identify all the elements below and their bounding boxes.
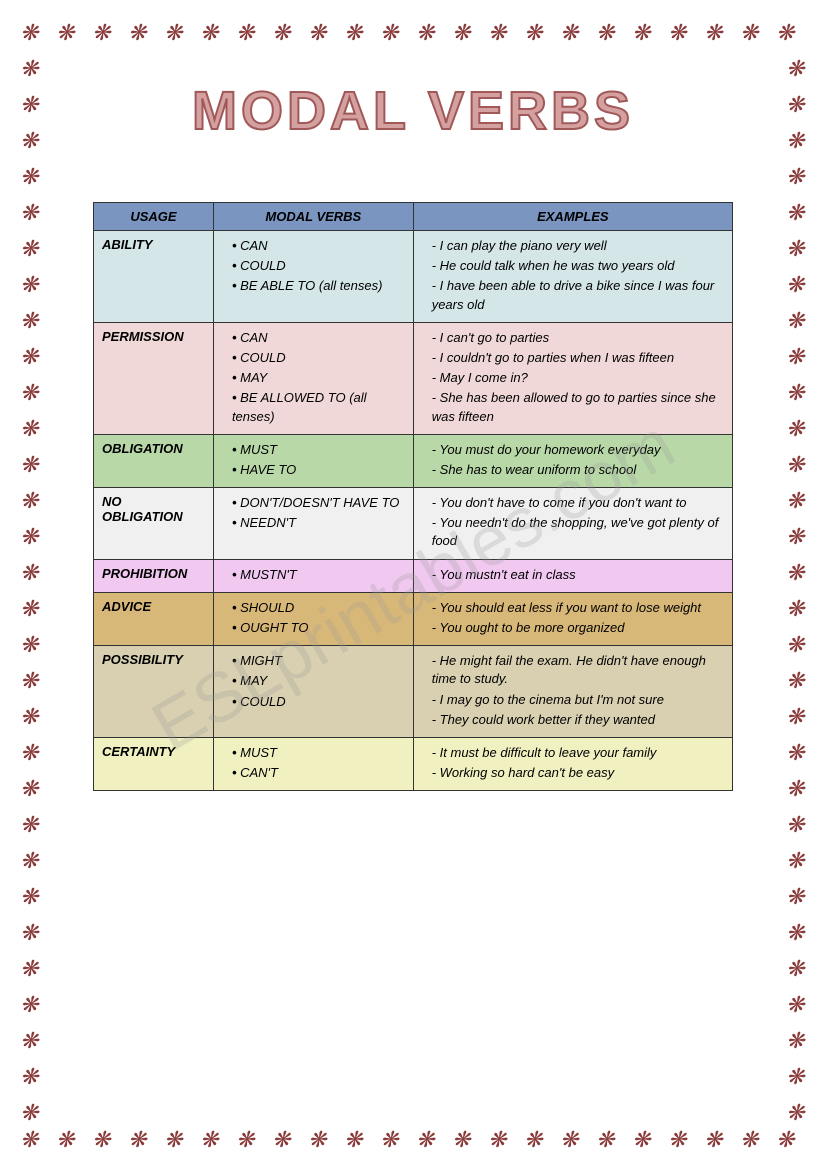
example-item: You must do your homework everyday bbox=[432, 441, 724, 459]
table-row: PROHIBITION MUSTN'T You mustn't eat in cla… bbox=[94, 559, 733, 592]
modals-cell: DON'T/DOESN'T HAVE TO NEEDN'T bbox=[213, 488, 413, 560]
modal-item: MUST bbox=[232, 441, 405, 459]
modals-cell: MUSTN'T bbox=[213, 559, 413, 592]
modal-item: CAN'T bbox=[232, 764, 405, 782]
examples-cell: You don't have to come if you don't want… bbox=[413, 488, 732, 560]
example-item: She has to wear uniform to school bbox=[432, 461, 724, 479]
example-item: You needn't do the shopping, we've got p… bbox=[432, 514, 724, 550]
modals-cell: MIGHT MAY COULD bbox=[213, 646, 413, 738]
example-item: I may go to the cinema but I'm not sure bbox=[432, 691, 724, 709]
usage-cell: OBLIGATION bbox=[94, 434, 214, 487]
table-body: ABILITY CAN COULD BE ABLE TO (all tenses) I … bbox=[94, 231, 733, 791]
examples-cell: It must be difficult to leave your famil… bbox=[413, 737, 732, 790]
example-item: He might fail the exam. He didn't have e… bbox=[432, 652, 724, 688]
usage-cell: PERMISSION bbox=[94, 322, 214, 434]
header-examples: EXAMPLES bbox=[413, 203, 732, 231]
example-item: You ought to be more organized bbox=[432, 619, 724, 637]
example-item: You mustn't eat in class bbox=[432, 566, 724, 584]
example-item: I can play the piano very well bbox=[432, 237, 724, 255]
usage-cell: POSSIBILITY bbox=[94, 646, 214, 738]
modal-item: COULD bbox=[232, 257, 405, 275]
modal-item: MAY bbox=[232, 369, 405, 387]
table-row: CERTAINTY MUST CAN'T It must be difficult t… bbox=[94, 737, 733, 790]
page-frame: ❋❋❋❋❋❋❋❋❋❋❋❋❋❋❋❋❋❋❋❋❋❋❋❋❋❋❋❋❋❋❋❋❋❋❋❋❋❋❋❋… bbox=[20, 20, 806, 1149]
modals-cell: MUST CAN'T bbox=[213, 737, 413, 790]
examples-cell: You must do your homework everyday She ha… bbox=[413, 434, 732, 487]
modal-item: HAVE TO bbox=[232, 461, 405, 479]
example-item: You should eat less if you want to lose … bbox=[432, 599, 724, 617]
modal-item: CAN bbox=[232, 237, 405, 255]
example-item: They could work better if they wanted bbox=[432, 711, 724, 729]
modal-item: OUGHT TO bbox=[232, 619, 405, 637]
example-item: It must be difficult to leave your famil… bbox=[432, 744, 724, 762]
usage-cell: ABILITY bbox=[94, 231, 214, 323]
usage-cell: ADVICE bbox=[94, 592, 214, 645]
example-item: I have been able to drive a bike since I… bbox=[432, 277, 724, 313]
modal-item: CAN bbox=[232, 329, 405, 347]
page-title: MODAL VERBS bbox=[60, 80, 766, 142]
example-item: May I come in? bbox=[432, 369, 724, 387]
modal-item: MUSTN'T bbox=[232, 566, 405, 584]
table-header-row: USAGE MODAL VERBS EXAMPLES bbox=[94, 203, 733, 231]
table-row: POSSIBILITY MIGHT MAY COULD He might fail th… bbox=[94, 646, 733, 738]
examples-cell: You mustn't eat in class bbox=[413, 559, 732, 592]
table-container: USAGE MODAL VERBS EXAMPLES ABILITY CAN COU… bbox=[93, 202, 733, 791]
table-row: ABILITY CAN COULD BE ABLE TO (all tenses) I … bbox=[94, 231, 733, 323]
examples-cell: He might fail the exam. He didn't have e… bbox=[413, 646, 732, 738]
example-item: She has been allowed to go to parties si… bbox=[432, 389, 724, 425]
example-item: I couldn't go to parties when I was fift… bbox=[432, 349, 724, 367]
table-row: ADVICE SHOULD OUGHT TO You should eat less … bbox=[94, 592, 733, 645]
modal-item: BE ALLOWED TO (all tenses) bbox=[232, 389, 405, 425]
modal-item: NEEDN'T bbox=[232, 514, 405, 532]
table-row: PERMISSION CAN COULD MAY BE ALLOWED TO (all … bbox=[94, 322, 733, 434]
modals-cell: CAN COULD MAY BE ALLOWED TO (all tenses) bbox=[213, 322, 413, 434]
table-row: NO OBLIGATION DON'T/DOESN'T HAVE TO NEEDN'… bbox=[94, 488, 733, 560]
modals-cell: CAN COULD BE ABLE TO (all tenses) bbox=[213, 231, 413, 323]
modal-item: SHOULD bbox=[232, 599, 405, 617]
modal-item: MAY bbox=[232, 672, 405, 690]
modals-cell: MUST HAVE TO bbox=[213, 434, 413, 487]
example-item: You don't have to come if you don't want… bbox=[432, 494, 724, 512]
example-item: Working so hard can't be easy bbox=[432, 764, 724, 782]
modal-item: COULD bbox=[232, 349, 405, 367]
header-modals: MODAL VERBS bbox=[213, 203, 413, 231]
example-item: He could talk when he was two years old bbox=[432, 257, 724, 275]
examples-cell: I can play the piano very well He could t… bbox=[413, 231, 732, 323]
examples-cell: I can't go to parties I couldn't go to pa… bbox=[413, 322, 732, 434]
table-row: OBLIGATION MUST HAVE TO You must do your ho… bbox=[94, 434, 733, 487]
modal-item: COULD bbox=[232, 693, 405, 711]
example-item: I can't go to parties bbox=[432, 329, 724, 347]
modal-item: MUST bbox=[232, 744, 405, 762]
examples-cell: You should eat less if you want to lose … bbox=[413, 592, 732, 645]
usage-cell: NO OBLIGATION bbox=[94, 488, 214, 560]
usage-cell: CERTAINTY bbox=[94, 737, 214, 790]
modal-item: BE ABLE TO (all tenses) bbox=[232, 277, 405, 295]
modal-item: MIGHT bbox=[232, 652, 405, 670]
modal-verbs-table: USAGE MODAL VERBS EXAMPLES ABILITY CAN COU… bbox=[93, 202, 733, 791]
usage-cell: PROHIBITION bbox=[94, 559, 214, 592]
header-usage: USAGE bbox=[94, 203, 214, 231]
modals-cell: SHOULD OUGHT TO bbox=[213, 592, 413, 645]
modal-item: DON'T/DOESN'T HAVE TO bbox=[232, 494, 405, 512]
